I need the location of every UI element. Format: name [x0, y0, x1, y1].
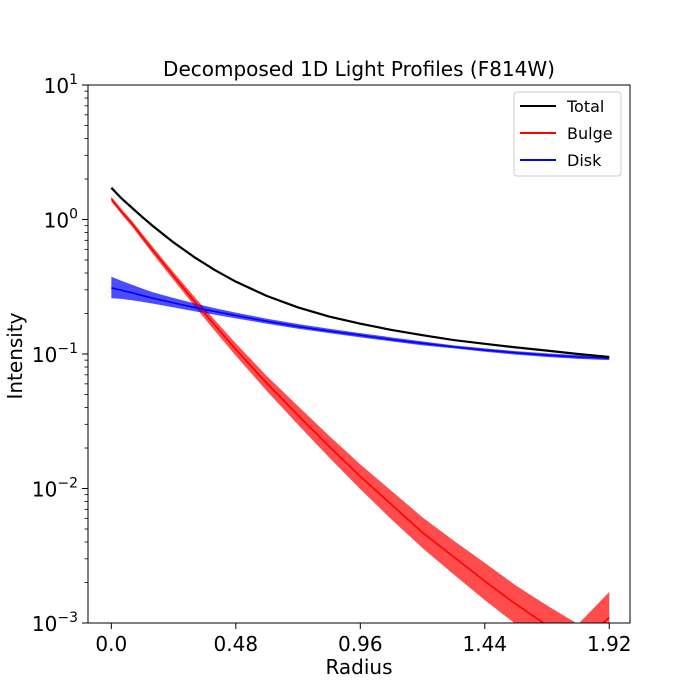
- legend: Total Bulge Disk: [513, 91, 622, 177]
- plot-area: [110, 187, 610, 623]
- x-tick-label: 1.44: [463, 632, 508, 656]
- legend-label-total: Total: [566, 97, 604, 116]
- band-bulge: [111, 196, 610, 623]
- x-axis: 0.0 0.48 0.96 1.44 1.92: [95, 623, 632, 656]
- y-axis: 101 100 10−1 10−2 10−3: [32, 72, 88, 636]
- y-tick-label: 10−2: [32, 476, 78, 502]
- y-axis-label: Intensity: [3, 312, 27, 399]
- x-tick-label: 1.92: [587, 632, 632, 656]
- x-tick-label: 0.0: [95, 632, 127, 656]
- y-tick-label: 10−3: [32, 610, 78, 636]
- x-tick-label: 0.96: [338, 632, 383, 656]
- x-axis-label: Radius: [325, 655, 392, 679]
- x-tick-label: 0.48: [214, 632, 259, 656]
- line-bulge: [110, 198, 610, 623]
- y-tick-label: 100: [44, 207, 78, 233]
- y-tick-label: 10−1: [32, 341, 78, 367]
- line-total: [110, 187, 610, 359]
- line-disk: [111, 287, 610, 360]
- legend-label-bulge: Bulge: [567, 124, 613, 143]
- chart-title: Decomposed 1D Light Profiles (F814W): [163, 57, 555, 81]
- legend-label-disk: Disk: [567, 151, 602, 170]
- y-tick-label: 101: [44, 72, 78, 98]
- legend-box: [513, 91, 622, 177]
